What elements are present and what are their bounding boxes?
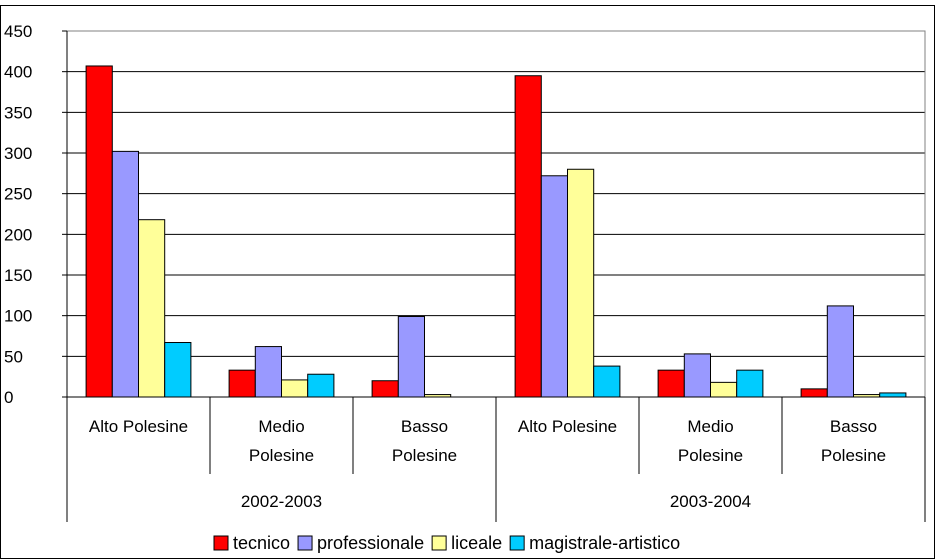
y-tick-label: 100 <box>4 307 32 326</box>
bar-magistrale-artistico <box>593 365 621 398</box>
y-tick-label: 200 <box>4 225 32 244</box>
y-tick-label: 150 <box>4 266 32 285</box>
bar-liceale <box>138 219 166 398</box>
bar-professionale <box>397 315 425 398</box>
bar-liceale <box>710 381 738 398</box>
bar-tecnico <box>514 75 542 398</box>
group-label: 2003-2004 <box>670 492 751 511</box>
y-tick-label: 300 <box>4 144 32 163</box>
bar-tecnico <box>228 369 256 398</box>
bar-professionale <box>826 305 854 398</box>
y-tick-label: 350 <box>4 103 32 122</box>
bar-professionale <box>254 346 283 398</box>
y-tick-label: 50 <box>4 347 23 366</box>
category-label: Polesine <box>821 446 886 465</box>
category-label: Medio <box>687 417 733 436</box>
bar-magistrale-artistico <box>164 342 192 398</box>
category-label: Basso <box>401 417 448 436</box>
legend-swatch-tecnico <box>213 535 229 551</box>
y-tick-label: 450 <box>4 22 32 41</box>
bar-tecnico <box>800 388 828 398</box>
legend-swatch-magistrale-artistico <box>509 535 525 551</box>
bar-tecnico <box>657 369 685 398</box>
bar-tecnico <box>371 380 399 398</box>
bar-magistrale-artistico <box>307 373 335 398</box>
legend-swatch-professionale <box>297 535 313 551</box>
category-label: Polesine <box>678 446 743 465</box>
legend-label-tecnico: tecnico <box>233 533 290 553</box>
legend-label-magistrale-artistico: magistrale-artistico <box>529 533 680 553</box>
bar-tecnico <box>85 65 113 398</box>
bar-professionale <box>683 353 711 398</box>
y-tick-label: 400 <box>4 63 32 82</box>
y-axis: 0 50 100 150 200 250 300 350 400 450 <box>4 22 68 407</box>
group-label: 2002-2003 <box>241 492 322 511</box>
category-label: Alto Polesine <box>89 417 188 436</box>
legend-label-professionale: professionale <box>317 533 424 553</box>
y-tick-label: 0 <box>4 388 13 407</box>
legend: tecnico professionale liceale magistrale-ar… <box>213 533 680 553</box>
legend-swatch-liceale <box>431 535 447 551</box>
bar-liceale <box>567 168 595 398</box>
bars <box>85 65 907 398</box>
bar-magistrale-artistico <box>879 392 907 398</box>
bar-magistrale-artistico <box>736 369 764 398</box>
x-axis: Alto Polesine Medio Polesine Basso Polesine A… <box>66 396 926 522</box>
legend-label-liceale: liceale <box>451 533 502 553</box>
bar-professionale <box>540 175 568 398</box>
bar-professionale <box>111 150 140 398</box>
y-tick-label: 250 <box>4 185 32 204</box>
bar-liceale <box>281 379 309 398</box>
category-label: Basso <box>830 417 877 436</box>
category-label: Polesine <box>249 446 314 465</box>
category-label: Alto Polesine <box>518 417 617 436</box>
category-label: Medio <box>258 417 304 436</box>
category-label: Polesine <box>392 446 457 465</box>
